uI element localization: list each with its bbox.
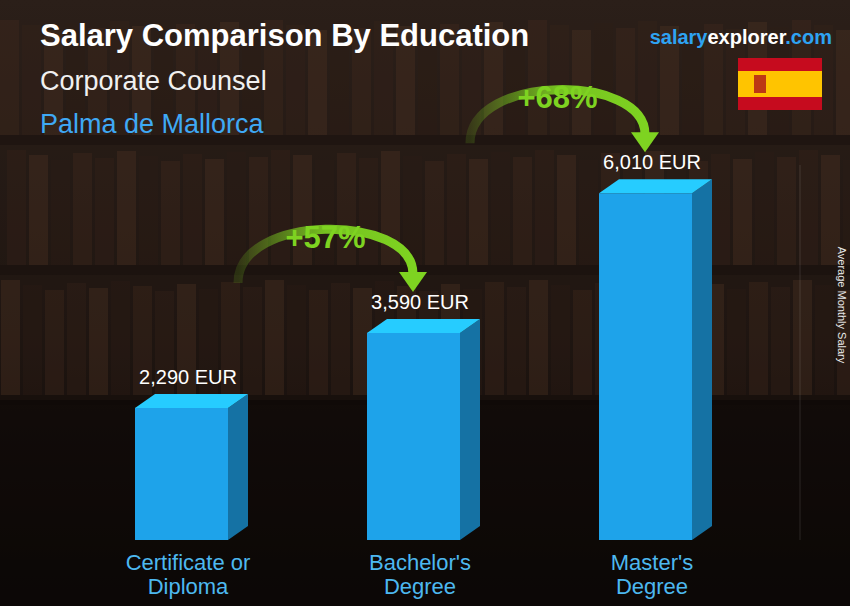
flag-red: [738, 58, 822, 110]
value-axis-line: [800, 165, 801, 540]
bar-top: [367, 319, 480, 333]
chart-container: 2,290 EUR 3,590 EUR 6,010 EUR Certificate o…: [0, 0, 850, 606]
chart: 2,290 EUR 3,590 EUR 6,010 EUR Certificate o…: [0, 0, 850, 606]
bar-side: [460, 319, 480, 540]
bar-top: [135, 394, 248, 408]
category-label-line: Bachelor's: [369, 550, 471, 575]
flag-emblem: [754, 75, 766, 93]
category-label-line: Master's: [611, 550, 693, 575]
bar-group: [367, 319, 480, 540]
bar-side: [228, 394, 248, 540]
category-label-line: Diploma: [148, 574, 229, 599]
source-part: .com: [785, 26, 832, 48]
location: Palma de Mallorca: [40, 109, 265, 139]
source-part: salary: [650, 26, 709, 48]
bar: [599, 193, 692, 540]
title: Salary Comparison By Education: [40, 18, 529, 53]
flag: [738, 58, 822, 110]
flag-yellow: [738, 71, 822, 97]
bars: [135, 179, 712, 540]
bar-group: [135, 394, 248, 540]
change-label: +68%: [517, 80, 597, 115]
data-label: 3,590 EUR: [371, 291, 469, 313]
data-label: 6,010 EUR: [603, 151, 701, 173]
source: salaryexplorer.com: [650, 26, 832, 48]
data-label: 2,290 EUR: [139, 366, 237, 388]
change-arrowhead: [631, 132, 659, 152]
y-axis-label: Average Monthly Salary: [836, 247, 848, 364]
bar: [367, 333, 460, 540]
subtitle: Corporate Counsel: [40, 66, 267, 96]
bar-top: [599, 179, 712, 193]
change-label: +57%: [285, 220, 365, 255]
bar-side: [692, 179, 712, 540]
category-label: Bachelor'sDegree: [369, 550, 471, 599]
category-label-line: Degree: [384, 574, 456, 599]
change-arrowhead: [399, 272, 427, 292]
bar: [135, 408, 228, 540]
category-label: Certificate orDiploma: [126, 550, 251, 599]
category-label-line: Degree: [616, 574, 688, 599]
background: [0, 0, 850, 606]
category-label-line: Certificate or: [126, 550, 251, 575]
source-part: explorer: [707, 26, 786, 48]
background-dim: [0, 0, 850, 606]
bar-group: [599, 179, 712, 540]
category-label: Master'sDegree: [611, 550, 693, 599]
